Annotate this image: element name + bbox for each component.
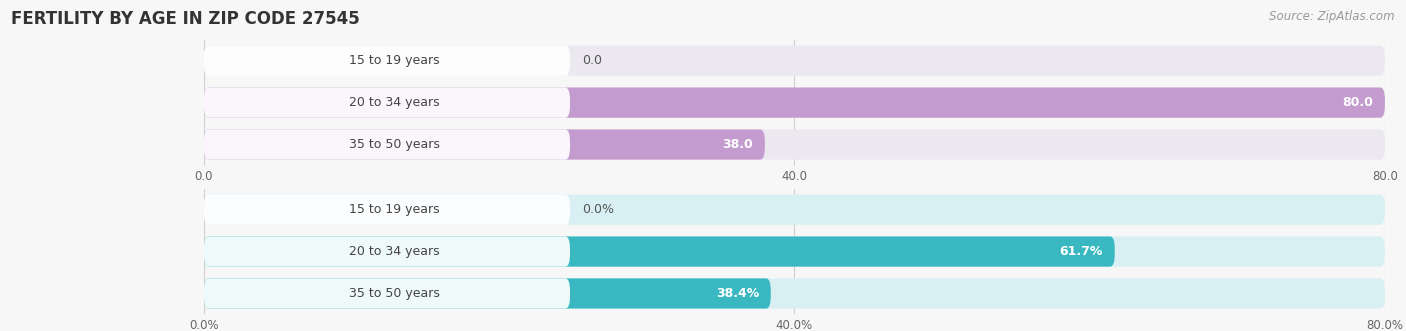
FancyBboxPatch shape (204, 87, 569, 118)
FancyBboxPatch shape (204, 129, 569, 160)
Text: 35 to 50 years: 35 to 50 years (349, 138, 440, 151)
Text: 0.0: 0.0 (582, 54, 602, 67)
FancyBboxPatch shape (204, 195, 569, 225)
Text: 0.0%: 0.0% (582, 203, 614, 216)
FancyBboxPatch shape (204, 236, 569, 267)
Text: 15 to 19 years: 15 to 19 years (349, 203, 440, 216)
FancyBboxPatch shape (204, 129, 1385, 160)
FancyBboxPatch shape (204, 46, 1385, 76)
Text: FERTILITY BY AGE IN ZIP CODE 27545: FERTILITY BY AGE IN ZIP CODE 27545 (11, 10, 360, 28)
FancyBboxPatch shape (204, 129, 765, 160)
FancyBboxPatch shape (204, 236, 1385, 267)
Text: 80.0: 80.0 (1343, 96, 1374, 109)
FancyBboxPatch shape (204, 87, 1385, 118)
Text: 20 to 34 years: 20 to 34 years (349, 96, 440, 109)
FancyBboxPatch shape (204, 278, 770, 308)
FancyBboxPatch shape (204, 195, 1385, 225)
Text: 20 to 34 years: 20 to 34 years (349, 245, 440, 258)
FancyBboxPatch shape (204, 87, 1385, 118)
Text: 15 to 19 years: 15 to 19 years (349, 54, 440, 67)
Text: 38.0: 38.0 (723, 138, 754, 151)
FancyBboxPatch shape (204, 236, 1115, 267)
FancyBboxPatch shape (204, 46, 569, 76)
FancyBboxPatch shape (204, 278, 569, 308)
Text: 38.4%: 38.4% (716, 287, 759, 300)
Text: 61.7%: 61.7% (1060, 245, 1102, 258)
FancyBboxPatch shape (204, 278, 1385, 308)
Text: 35 to 50 years: 35 to 50 years (349, 287, 440, 300)
Text: Source: ZipAtlas.com: Source: ZipAtlas.com (1270, 10, 1395, 23)
